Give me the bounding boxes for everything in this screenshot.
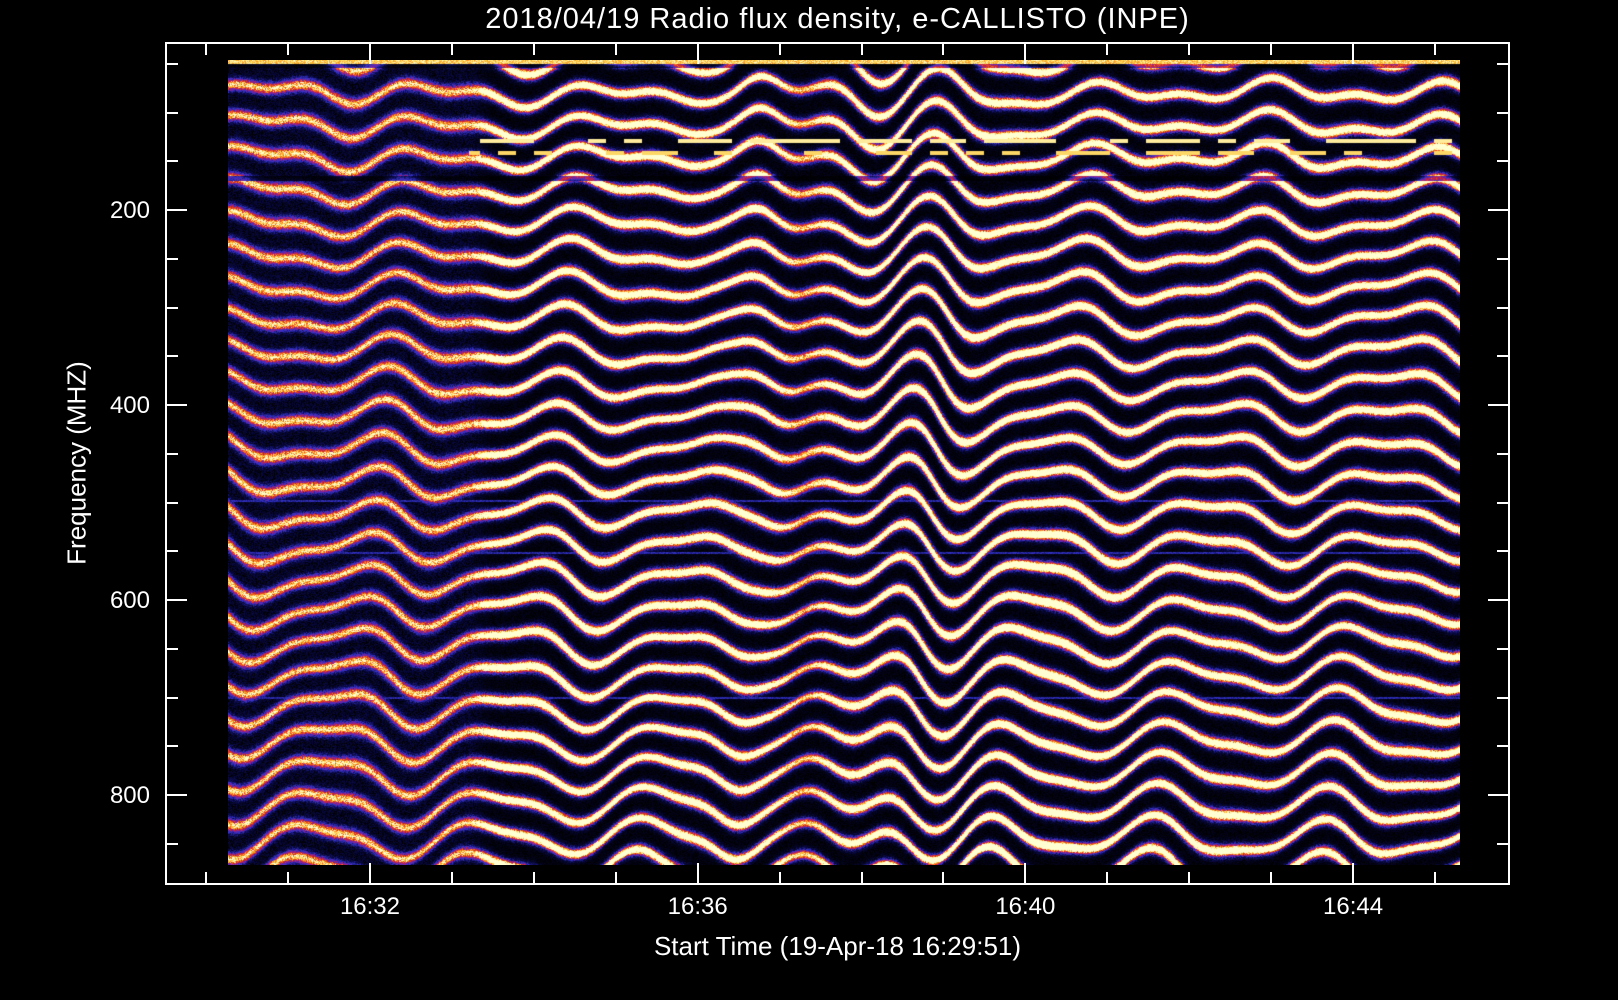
- x-axis-tick: [614, 872, 617, 883]
- y-axis-tick: [1488, 404, 1508, 407]
- y-axis-tick: [1497, 355, 1508, 358]
- y-axis-tick: [167, 647, 178, 650]
- y-axis-tick: [167, 62, 178, 65]
- x-axis-tick: [942, 44, 945, 55]
- y-axis-tick: [167, 404, 187, 407]
- x-axis-tick: [1352, 44, 1355, 64]
- x-axis-tick: [532, 44, 535, 55]
- y-axis-tick: [1497, 550, 1508, 553]
- y-axis-tick: [1497, 306, 1508, 309]
- x-axis-tick-label: 16:36: [667, 893, 728, 920]
- x-axis-tick: [860, 44, 863, 55]
- x-axis-tick: [1024, 863, 1027, 883]
- x-axis-tick: [1024, 44, 1027, 64]
- y-axis-tick: [167, 257, 178, 260]
- y-axis-tick: [1497, 452, 1508, 455]
- x-axis-tick: [1188, 44, 1191, 55]
- x-axis-tick: [778, 872, 781, 883]
- y-axis-tick: [167, 306, 178, 309]
- x-axis-tick: [450, 872, 453, 883]
- x-axis-tick: [532, 872, 535, 883]
- y-axis-tick: [167, 745, 178, 748]
- x-axis-tick: [287, 44, 290, 55]
- y-axis-tick: [1497, 160, 1508, 163]
- y-axis-tick: [167, 209, 187, 211]
- x-axis-tick: [614, 44, 617, 55]
- plot-frame: [165, 42, 1510, 885]
- y-axis-tick: [167, 550, 178, 553]
- x-axis-tick: [205, 44, 208, 55]
- y-axis-tick: [167, 452, 178, 455]
- y-axis-tick-label: 600: [109, 587, 150, 615]
- x-axis-tick: [942, 872, 945, 883]
- x-axis-title: Start Time (19-Apr-18 16:29:51): [653, 931, 1022, 961]
- y-axis-tick: [167, 794, 187, 797]
- y-axis-tick: [167, 355, 178, 358]
- x-axis-tick-label: 16:44: [1323, 893, 1384, 920]
- x-axis-tick: [860, 872, 863, 883]
- x-axis-tick: [1270, 44, 1273, 55]
- y-axis-tick: [1497, 257, 1508, 260]
- y-axis-tick: [167, 111, 178, 114]
- y-axis-tick: [167, 599, 187, 602]
- y-axis-tick: [1497, 696, 1508, 699]
- x-axis-tick: [1433, 872, 1436, 883]
- y-axis-tick: [167, 501, 178, 504]
- x-axis-tick: [368, 863, 371, 883]
- x-axis-tick: [287, 872, 290, 883]
- y-axis-tick: [1497, 62, 1508, 65]
- y-axis-tick: [167, 842, 178, 845]
- y-axis-tick: [1497, 111, 1508, 114]
- y-axis-tick: [1497, 647, 1508, 650]
- x-axis-tick: [1106, 44, 1109, 55]
- y-axis-tick: [167, 160, 178, 163]
- x-axis-tick: [778, 44, 781, 55]
- y-axis-tick: [1497, 842, 1508, 845]
- spectrogram-canvas: [228, 60, 1460, 865]
- x-axis-tick: [1188, 872, 1191, 883]
- x-axis-tick: [1433, 44, 1436, 55]
- x-axis-tick: [1106, 872, 1109, 883]
- x-axis-tick-label: 16:40: [995, 893, 1056, 920]
- y-axis-tick-label: 200: [109, 197, 150, 224]
- x-axis-tick: [696, 44, 699, 64]
- x-axis-tick: [205, 872, 208, 883]
- y-axis-tick: [1488, 794, 1508, 797]
- y-axis-tick-label: 400: [109, 392, 150, 420]
- x-axis-tick: [1352, 863, 1355, 883]
- x-axis-tick: [368, 44, 371, 64]
- x-axis-tick: [696, 863, 699, 883]
- y-axis-tick-label: 800: [109, 782, 150, 810]
- x-axis-tick: [450, 44, 453, 55]
- y-axis-tick: [1488, 599, 1508, 602]
- y-axis-tick: [1497, 745, 1508, 748]
- chart-title: 2018/04/19 Radio flux density, e-CALLIST…: [485, 3, 1190, 35]
- y-axis-tick: [1497, 501, 1508, 504]
- x-axis-tick: [1270, 872, 1273, 883]
- x-axis-tick-label: 16:32: [339, 893, 400, 920]
- y-axis-tick: [167, 696, 178, 699]
- y-axis-tick: [1488, 209, 1508, 211]
